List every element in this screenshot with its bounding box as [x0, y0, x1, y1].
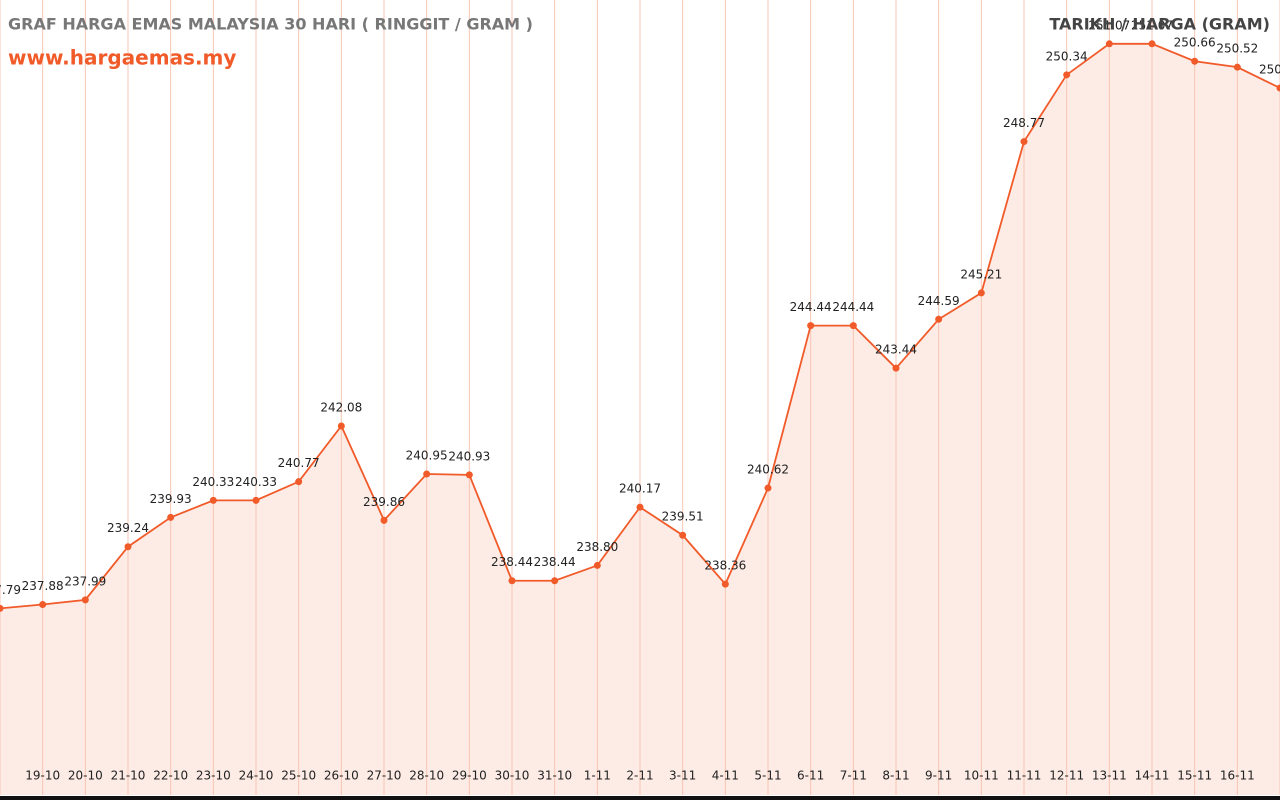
x-tick-label: 20-10 — [68, 769, 103, 783]
x-tick-label: 3-11 — [669, 769, 696, 783]
data-point — [0, 604, 4, 612]
data-point — [295, 478, 303, 486]
data-label: 240.77 — [278, 456, 320, 470]
x-tick-label: 1-11 — [584, 769, 611, 783]
data-label: 244.44 — [832, 300, 874, 314]
data-label: 240.33 — [235, 475, 277, 489]
data-point — [764, 484, 772, 492]
data-label: 238.44 — [534, 555, 576, 569]
data-point — [1276, 84, 1280, 92]
data-point — [81, 596, 89, 604]
data-point — [1105, 40, 1113, 48]
x-tick-label: 4-11 — [712, 769, 739, 783]
data-label: 240.95 — [406, 449, 448, 463]
data-point — [39, 601, 47, 609]
x-tick-label: 13-11 — [1092, 769, 1127, 783]
x-tick-label: 9-11 — [925, 769, 952, 783]
x-tick-label: 19-10 — [25, 769, 60, 783]
data-label: 237.79 — [0, 583, 21, 597]
x-tick-label: 23-10 — [196, 769, 231, 783]
data-label: 245.21 — [960, 267, 1002, 281]
data-point — [636, 503, 644, 511]
data-point — [593, 561, 601, 569]
data-point — [124, 543, 132, 551]
data-point — [337, 422, 345, 430]
chart-title: GRAF HARGA EMAS MALAYSIA 30 HARI ( RINGG… — [8, 15, 533, 34]
data-label: 239.93 — [150, 492, 192, 506]
x-tick-label: 28-10 — [409, 769, 444, 783]
x-tick-label: 10-11 — [964, 769, 999, 783]
site-url: www.hargaemas.my — [8, 46, 236, 70]
data-label: 237.99 — [64, 574, 106, 588]
data-label: 250.66 — [1174, 36, 1216, 50]
data-label: 251.07 — [1131, 18, 1173, 32]
data-point — [892, 364, 900, 372]
x-tick-label: 30-10 — [495, 769, 530, 783]
bottom-bar — [0, 796, 1280, 800]
data-point — [1148, 40, 1156, 48]
data-point — [252, 496, 260, 504]
data-label: 242.08 — [320, 400, 362, 414]
data-label: 238.44 — [491, 555, 533, 569]
x-tick-label: 14-11 — [1135, 769, 1170, 783]
data-point — [1233, 63, 1241, 71]
data-point — [1020, 138, 1028, 146]
data-label: 250.03 — [1259, 63, 1280, 77]
x-tick-label: 29-10 — [452, 769, 487, 783]
data-label: 239.51 — [662, 510, 704, 524]
data-label: 240.62 — [747, 463, 789, 477]
x-tick-label: 2-11 — [626, 769, 653, 783]
x-tick-label: 11-11 — [1007, 769, 1042, 783]
data-point — [380, 516, 388, 524]
data-label: 238.36 — [704, 559, 746, 573]
data-point — [679, 531, 687, 539]
data-label: 240.33 — [192, 475, 234, 489]
area — [0, 43, 1280, 796]
data-label: 243.44 — [875, 343, 917, 357]
data-label: 244.44 — [790, 300, 832, 314]
data-point — [807, 322, 815, 330]
data-label: 240.17 — [619, 482, 661, 496]
data-point — [977, 289, 985, 297]
data-label: 248.77 — [1003, 116, 1045, 130]
x-tick-label: 31-10 — [537, 769, 572, 783]
x-tick-label: 15-11 — [1177, 769, 1212, 783]
data-label: 237.88 — [22, 579, 64, 593]
x-tick-label: 7-11 — [840, 769, 867, 783]
data-label: 239.24 — [107, 521, 149, 535]
x-tick-label: 8-11 — [882, 769, 909, 783]
data-label: 239.86 — [363, 495, 405, 509]
x-tick-label: 22-10 — [153, 769, 188, 783]
x-tick-label: 12-11 — [1049, 769, 1084, 783]
data-label: 240.93 — [448, 449, 490, 463]
data-point — [551, 577, 559, 585]
data-label: 251.07 — [1088, 18, 1130, 32]
x-tick-label: 26-10 — [324, 769, 359, 783]
data-point — [423, 470, 431, 478]
axis-annotation: TARIKH / HARGA (GRAM) — [1049, 15, 1270, 34]
data-label: 244.59 — [918, 294, 960, 308]
data-label: 250.34 — [1046, 49, 1088, 63]
x-tick-label: 21-10 — [111, 769, 146, 783]
x-tick-label: 16-11 — [1220, 769, 1255, 783]
x-tick-label: 6-11 — [797, 769, 824, 783]
data-point — [721, 580, 729, 588]
x-tick-label: 5-11 — [754, 769, 781, 783]
x-tick-label: 24-10 — [239, 769, 274, 783]
data-point — [465, 471, 473, 479]
data-point — [1191, 57, 1199, 65]
data-point — [508, 577, 516, 585]
data-label: 238.80 — [576, 540, 618, 554]
data-point — [209, 496, 217, 504]
data-point — [935, 315, 943, 323]
x-tick-label: 27-10 — [367, 769, 402, 783]
data-point — [849, 322, 857, 330]
data-point — [1063, 71, 1071, 79]
data-label: 250.52 — [1216, 42, 1258, 56]
x-tick-label: 25-10 — [281, 769, 316, 783]
data-point — [167, 513, 175, 521]
